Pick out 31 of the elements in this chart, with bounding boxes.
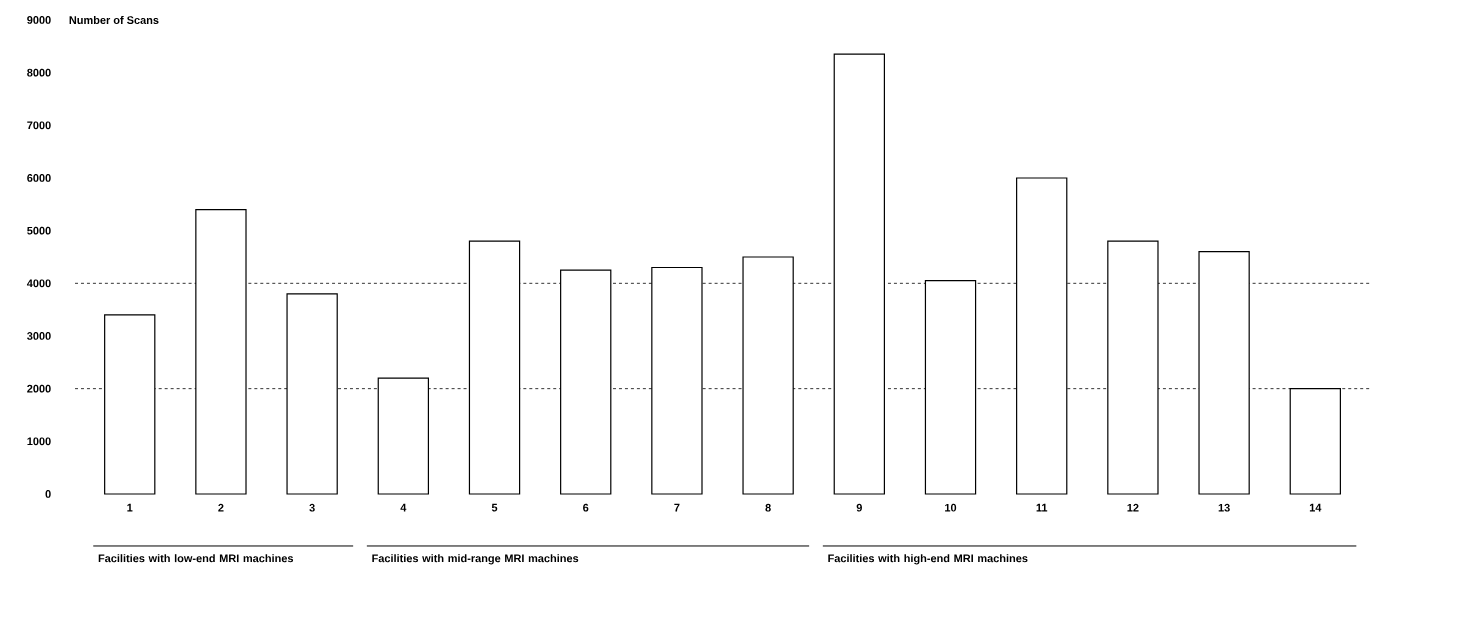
bar <box>1198 251 1250 495</box>
x-tick-label: 10 <box>945 503 957 512</box>
x-tick-label: 5 <box>491 503 498 512</box>
x-tick-label: 2 <box>218 503 224 512</box>
y-tick-label: 2000 <box>27 384 51 393</box>
x-tick-label: 12 <box>1127 503 1139 512</box>
y-tick-label: 3000 <box>27 332 51 340</box>
text: Facilities with low-end MRI machines <box>98 554 294 563</box>
x-tick-label: 4 <box>400 503 407 512</box>
x-tick-label: 1 <box>127 503 133 512</box>
bar <box>833 53 885 495</box>
y-tick-label: 9000 <box>27 16 51 24</box>
y-tick-label: 6000 <box>27 174 51 182</box>
x-tick-label: 9 <box>856 503 862 512</box>
x-tick-label: 6 <box>583 503 589 512</box>
x-tick-label: 11 <box>1036 503 1048 512</box>
y-tick-label: 5000 <box>27 226 51 235</box>
x-tick-label: 14 <box>1309 503 1322 512</box>
x-tick-label: 13 <box>1218 503 1230 512</box>
y-tick-label: 4000 <box>26 279 51 288</box>
x-tick-label: 7 <box>674 503 680 512</box>
text: Facilities with high-end MRI machines <box>828 554 1028 565</box>
text: Facilities with mid-range MRI machines <box>372 554 579 565</box>
bar <box>468 240 521 495</box>
x-tick-label: 8 <box>765 503 771 512</box>
y-axis-title: Number of Scans <box>69 15 159 25</box>
y-tick-label: 0 <box>45 490 51 498</box>
y-tick-label: 1000 <box>27 437 51 446</box>
y-tick-label: 7000 <box>27 121 51 130</box>
x-tick-label: 3 <box>309 503 315 512</box>
y-tick-label: 8000 <box>27 68 51 77</box>
